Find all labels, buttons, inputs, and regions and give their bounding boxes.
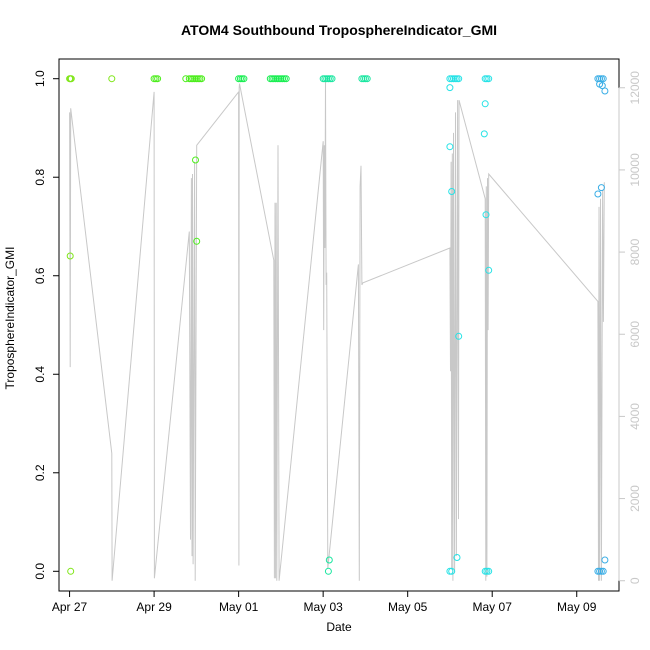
data-point-4-22	[485, 567, 493, 575]
data-point-5-13	[601, 556, 609, 564]
data-point-4-15	[485, 75, 493, 83]
y-tick-label: 0.8	[33, 169, 47, 186]
data-point-5-7	[594, 190, 602, 198]
data-point-2-3	[240, 75, 248, 83]
y-tick-label: 1.0	[33, 70, 47, 87]
data-point-4-16	[481, 100, 489, 108]
data-point-1-11	[198, 75, 206, 83]
y2-tick-label: 12000	[628, 71, 642, 105]
y2-tick-label: 2000	[628, 485, 642, 512]
data-point-1-2	[154, 75, 162, 83]
chart-title: ATOM4 Southbound TroposphereIndicator_GM…	[181, 22, 497, 38]
y-tick-label: 0.4	[33, 366, 47, 383]
y-axis: 0.0 0.2 0.4 0.6 0.8 1.0	[33, 70, 60, 580]
points-layer	[66, 75, 609, 575]
data-point-0-3	[66, 252, 74, 260]
data-point-4-17	[480, 130, 488, 138]
data-point-4-7	[446, 143, 454, 151]
x-tick-label: May 09	[557, 600, 597, 614]
x-tick-label: May 07	[473, 600, 513, 614]
data-point-4-19	[485, 266, 493, 274]
data-point-1-12	[192, 156, 199, 164]
data-point-3-5	[328, 75, 336, 83]
data-point-3-10	[325, 556, 333, 564]
data-point-1-13	[193, 237, 201, 245]
data-point-4-12	[448, 567, 456, 575]
data-point-3-9	[363, 75, 371, 83]
y2-tick-label: 10000	[628, 153, 642, 187]
data-point-4-18	[482, 211, 490, 219]
x-axis-label: Date	[326, 620, 352, 634]
x-tick-label: May 01	[219, 600, 259, 614]
x-tick-label: Apr 27	[52, 600, 88, 614]
y2-tick-label: 6000	[628, 321, 642, 348]
x-axis: Apr 27 Apr 29 May 01 May 03 May 05 May 07 May …	[52, 590, 597, 614]
y-tick-label: 0.2	[33, 464, 47, 481]
x-tick-label: Apr 29	[136, 600, 172, 614]
data-point-4-5	[455, 75, 463, 83]
data-point-0-4	[67, 567, 75, 575]
data-point-5-6	[601, 87, 609, 95]
y2-tick-label: 4000	[628, 403, 642, 430]
x-tick-label: May 05	[388, 600, 428, 614]
data-point-3-11	[324, 567, 332, 575]
data-point-2-13	[282, 75, 290, 83]
data-point-4-9	[455, 332, 463, 340]
data-point-0-5	[108, 75, 116, 83]
y2-axis: 0 2000 4000 6000 8000 10000 12000	[618, 71, 642, 584]
data-point-4-6	[446, 84, 454, 92]
y-axis-label: TroposphereIndicator_GMI	[3, 247, 17, 390]
data-point-5-8	[597, 184, 605, 192]
y-tick-label: 0.6	[33, 267, 47, 284]
secondary-line-layer	[69, 79, 605, 581]
data-point-5-3	[599, 75, 607, 83]
x-tick-label: May 03	[303, 600, 343, 614]
data-point-5-12	[599, 567, 607, 575]
y2-tick-label: 0	[628, 577, 642, 584]
data-point-4-8	[448, 188, 456, 195]
y-tick-label: 0.0	[33, 563, 47, 580]
data-point-1-3	[182, 75, 190, 83]
plot-frame	[58, 58, 620, 592]
y2-tick-label: 8000	[628, 238, 642, 265]
data-point-5-5	[598, 82, 606, 90]
secondary-series-line	[69, 79, 605, 581]
data-point-4-10	[453, 554, 461, 561]
data-point-0-2	[67, 75, 75, 83]
